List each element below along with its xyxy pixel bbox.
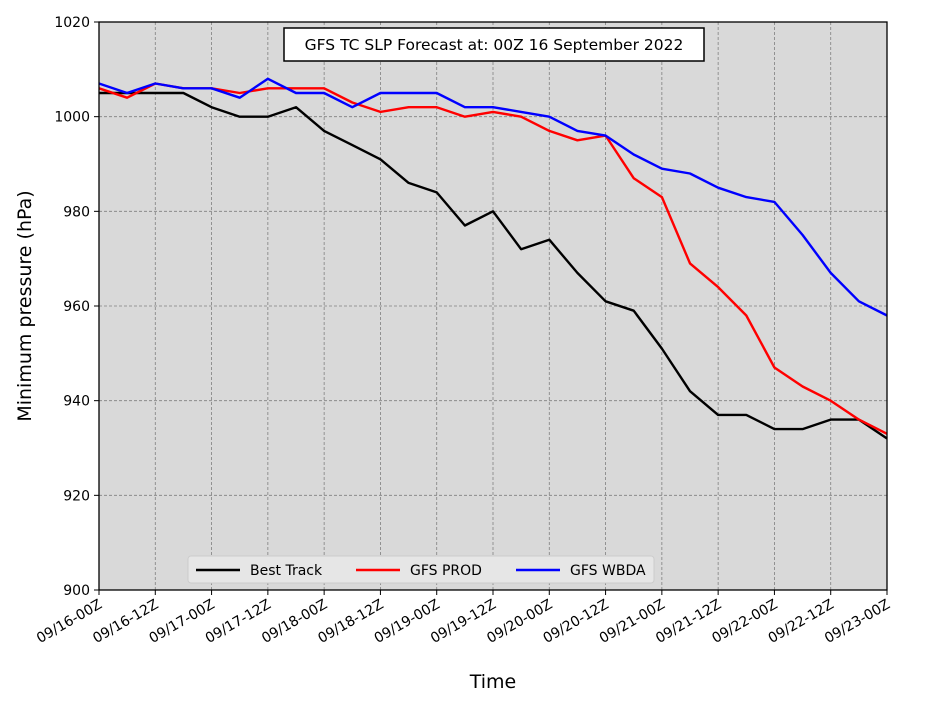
series-layer (98, 77, 888, 440)
y-tick-label: 940 (63, 394, 90, 410)
y-tick-label: 1000 (54, 110, 90, 126)
legend-item-gfs-wbda: GFS WBDA (516, 563, 646, 579)
series-line-gfs-prod (98, 82, 888, 435)
chart-title: GFS TC SLP Forecast at: 00Z 16 September… (305, 36, 684, 54)
y-tick-label: 900 (63, 583, 90, 599)
legend-label-gfs-prod: GFS PROD (410, 563, 482, 579)
x-axis-label: Time (469, 671, 517, 693)
legend-label-gfs-wbda: GFS WBDA (570, 563, 646, 579)
y-tick-label: 960 (63, 299, 90, 315)
legend-label-best-track: Best Track (250, 563, 323, 579)
legend: Best Track GFS PROD GFS WBDA (187, 555, 655, 584)
grid-layer (99, 22, 887, 590)
legend-box (187, 555, 655, 584)
series-line-best-track (99, 91, 888, 440)
y-tick-label: 1020 (54, 15, 90, 31)
series-line-gfs-wbda (98, 77, 888, 317)
y-axis-label: Minimum pressure (hPa) (14, 190, 36, 421)
title-box: GFS TC SLP Forecast at: 00Z 16 September… (283, 27, 705, 62)
y-tick-label: 920 (63, 488, 90, 504)
y-tick-label: 980 (63, 204, 90, 220)
legend-item-gfs-prod: GFS PROD (356, 563, 482, 579)
legend-item-best-track: Best Track (196, 563, 323, 579)
